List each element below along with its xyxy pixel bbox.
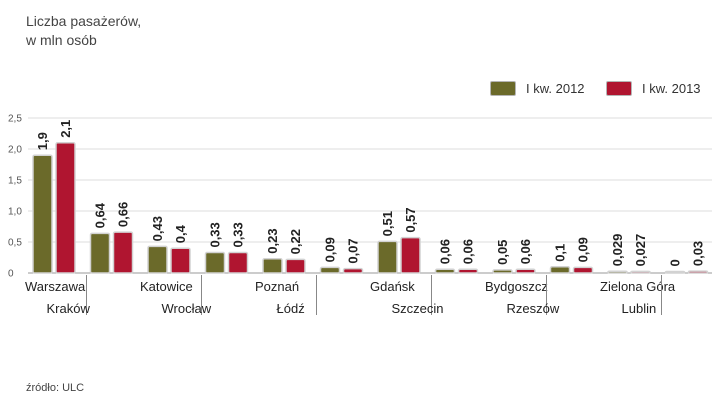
- category-label-2: Katowice: [140, 279, 193, 294]
- data-label-2013-9: 0,09: [576, 237, 591, 262]
- bar-2012-6: [377, 240, 398, 274]
- data-label-2012-1: 0,64: [93, 202, 108, 228]
- data-label-2012-3: 0,33: [208, 222, 223, 247]
- data-label-2012-2: 0,43: [150, 216, 165, 241]
- bar-2012-9: [549, 266, 571, 274]
- bar-2012-11: [664, 270, 686, 274]
- bar-2013-7: [457, 268, 479, 274]
- data-label-2013-5: 0,07: [346, 238, 361, 263]
- category-label-0: Warszawa: [25, 279, 86, 294]
- category-label-7: Szczecin: [392, 301, 444, 316]
- chart-title-line-2: w mln osób: [26, 32, 97, 48]
- bar-2013-2: [170, 247, 191, 274]
- bar-2013-6: [400, 236, 421, 274]
- bar-2012-7: [434, 268, 456, 274]
- category-label-10: Zielona Góra: [600, 279, 676, 294]
- category-label-11: Lublin: [622, 301, 657, 316]
- y-tick-label-5: 2,5: [8, 114, 22, 125]
- data-label-2012-8: 0,05: [495, 240, 510, 265]
- legend-swatch-2012: [490, 80, 516, 96]
- data-label-2012-11: 0: [668, 259, 683, 266]
- data-label-2013-10: 0,027: [633, 234, 648, 267]
- data-label-2013-0: 2,1: [58, 120, 73, 138]
- y-tick-label-3: 1,5: [8, 176, 22, 187]
- source-note: źródło: ULC: [26, 382, 85, 394]
- chart-title-line-1: Liczba pasażerów,: [26, 13, 142, 29]
- bar-2012-3: [204, 251, 226, 274]
- bar-2012-0: [32, 154, 53, 274]
- category-label-5: Łódź: [277, 301, 305, 316]
- data-label-2013-8: 0,06: [518, 239, 533, 264]
- data-label-2012-9: 0,1: [553, 244, 568, 262]
- bar-2013-1: [112, 231, 134, 274]
- data-label-2013-6: 0,57: [403, 207, 418, 232]
- data-label-2013-1: 0,66: [116, 202, 131, 227]
- bar-2012-5: [319, 266, 341, 274]
- bar-2013-5: [342, 267, 364, 274]
- category-label-6: Gdańsk: [370, 279, 415, 294]
- legend-item-2013: I kw. 2013: [606, 78, 701, 98]
- data-label-2013-4: 0,22: [288, 229, 303, 254]
- chart-title: Liczba pasażerów, w mln osób: [26, 12, 141, 50]
- category-label-9: Rzeszów: [507, 301, 560, 316]
- category-label-1: Kraków: [47, 301, 91, 316]
- legend-label-2012: I kw. 2012: [526, 80, 585, 96]
- bar-2013-10: [630, 270, 651, 274]
- y-tick-label-4: 2,0: [8, 145, 22, 156]
- bar-2012-2: [147, 245, 168, 274]
- y-tick-label-2: 1,0: [8, 207, 22, 218]
- legend-swatch-2013: [606, 80, 632, 96]
- data-label-2013-2: 0,4: [173, 224, 188, 243]
- data-label-2013-3: 0,33: [231, 222, 246, 247]
- data-label-2012-6: 0,51: [380, 211, 395, 236]
- data-label-2012-5: 0,09: [323, 237, 338, 262]
- data-label-2012-10: 0,029: [610, 234, 625, 267]
- data-label-2013-11: 0,03: [691, 241, 706, 266]
- bar-2013-3: [227, 251, 249, 274]
- bar-2013-9: [572, 266, 594, 274]
- bar-2013-4: [285, 258, 306, 274]
- data-label-2013-7: 0,06: [461, 239, 476, 264]
- bar-2013-8: [515, 268, 536, 274]
- data-label-2012-7: 0,06: [438, 239, 453, 264]
- category-label-8: Bydgoszcz: [485, 279, 548, 294]
- data-label-2012-4: 0,23: [265, 228, 280, 253]
- bar-2012-1: [89, 232, 111, 274]
- data-label-2012-0: 1,9: [35, 132, 50, 150]
- chart-legend: I kw. 2012 I kw. 2013: [0, 78, 720, 98]
- bar-2012-4: [262, 257, 283, 274]
- bar-2013-11: [687, 270, 709, 274]
- legend-item-2012: I kw. 2012: [490, 78, 585, 98]
- bar-2012-8: [492, 269, 513, 274]
- legend-label-2013: I kw. 2013: [642, 80, 701, 96]
- y-tick-label-1: 0,5: [8, 238, 22, 249]
- bar-2012-10: [607, 270, 628, 274]
- category-label-3: Wrocław: [162, 301, 212, 316]
- y-tick-label-0: 0: [8, 269, 14, 280]
- category-label-4: Poznań: [255, 279, 299, 294]
- bar-2013-0: [55, 142, 76, 274]
